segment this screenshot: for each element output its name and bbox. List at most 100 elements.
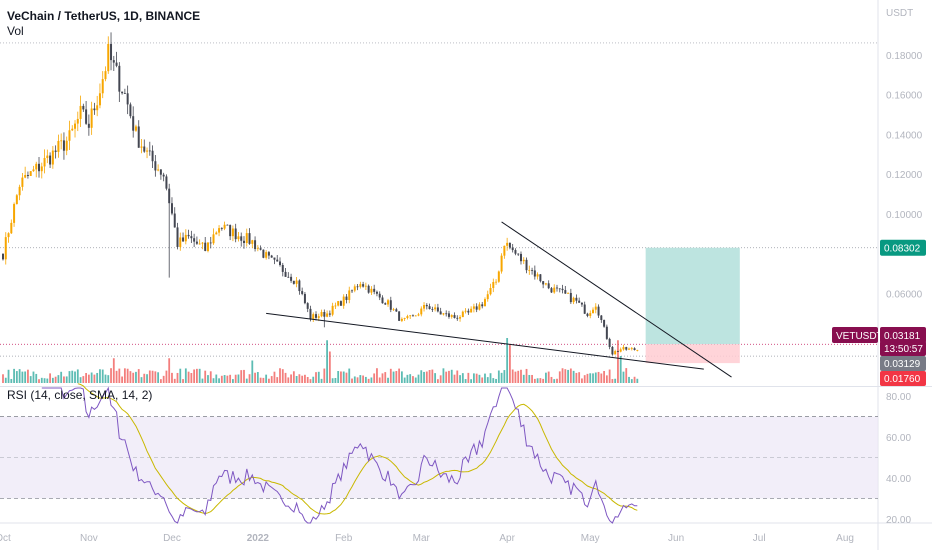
volume-bar xyxy=(76,369,79,383)
volume-bar xyxy=(353,376,356,383)
volume-bar xyxy=(622,371,625,383)
volume-bar xyxy=(420,370,423,383)
candle xyxy=(367,285,370,293)
candle xyxy=(323,312,326,317)
candle xyxy=(220,228,223,229)
candle xyxy=(151,150,154,162)
candle xyxy=(101,79,104,94)
candle xyxy=(611,346,614,355)
volume-bar xyxy=(550,376,553,383)
candle xyxy=(362,284,365,287)
volume-bar xyxy=(467,372,470,383)
time-axis[interactable]: Oct Nov Dec 2022 Feb Mar Apr May Jun Jul Aug xyxy=(0,533,854,544)
candle xyxy=(470,308,473,313)
candle xyxy=(436,307,439,312)
volume-bar xyxy=(594,372,597,383)
volume-bar xyxy=(218,378,220,383)
candle xyxy=(62,140,65,151)
volume-bar xyxy=(46,378,49,383)
volume-bar xyxy=(431,369,434,383)
candle xyxy=(503,245,506,256)
currency-label: USDT xyxy=(886,8,913,19)
candle xyxy=(572,297,575,303)
candle xyxy=(126,93,129,105)
candle xyxy=(592,309,595,314)
volume-bar xyxy=(522,374,525,383)
candle xyxy=(542,281,545,285)
long-position-tool[interactable] xyxy=(645,247,740,364)
rsi-tick-label: 80.00 xyxy=(886,392,911,403)
volume-bar xyxy=(162,375,165,383)
candle xyxy=(245,233,248,244)
volume-bar xyxy=(201,378,204,383)
candle xyxy=(170,203,173,214)
volume-bar xyxy=(245,378,248,383)
volume-bar xyxy=(528,374,531,383)
candle xyxy=(242,240,245,244)
candle xyxy=(334,305,337,307)
candle xyxy=(10,222,13,234)
candle xyxy=(143,146,146,152)
lower-trendline xyxy=(266,312,704,370)
volume-bar xyxy=(193,369,196,383)
volume-bar xyxy=(328,351,331,383)
volume-bar xyxy=(104,374,107,383)
price-axis[interactable]: 0.18000 0.16000 0.14000 0.12000 0.10000 0.060… xyxy=(886,51,923,340)
volume-bar xyxy=(121,376,124,383)
candle xyxy=(392,309,395,311)
volume-bar xyxy=(21,371,24,383)
candle xyxy=(506,242,509,246)
volume-bar xyxy=(168,358,171,383)
volume-bar xyxy=(198,368,201,383)
volume-bar xyxy=(173,378,176,383)
time-tick-label: Oct xyxy=(0,533,11,544)
candle xyxy=(96,105,99,111)
volume-bar xyxy=(525,368,528,383)
volume-bar xyxy=(603,370,605,383)
rsi-line xyxy=(41,386,638,524)
candle xyxy=(461,311,464,318)
volume-bar xyxy=(600,373,603,383)
volume-bar xyxy=(126,368,129,383)
time-tick-label: Apr xyxy=(499,533,515,544)
volume-bar xyxy=(254,372,256,383)
candle xyxy=(231,228,234,237)
candle xyxy=(76,118,79,124)
volume-bar xyxy=(473,373,475,383)
price-tick-label: 0.12000 xyxy=(886,170,923,181)
rsi-axis[interactable]: 80.00 60.00 40.00 20.00 xyxy=(886,392,911,526)
volume-bar xyxy=(90,372,93,383)
volume-bar xyxy=(511,369,514,383)
candle xyxy=(381,297,384,304)
candle xyxy=(580,302,583,305)
trendlines[interactable] xyxy=(266,221,732,378)
volume-bar xyxy=(592,373,594,383)
volume-bar xyxy=(115,370,118,383)
candle xyxy=(240,236,243,241)
volume-bar xyxy=(453,374,456,383)
candle xyxy=(467,310,470,313)
volume-bar xyxy=(531,374,533,383)
volume-bar xyxy=(315,372,317,383)
candle xyxy=(24,174,27,178)
candle xyxy=(481,304,484,307)
candle xyxy=(26,174,29,176)
candle xyxy=(104,71,107,80)
candle xyxy=(622,347,625,350)
candle xyxy=(107,43,110,72)
volume-bar xyxy=(151,370,154,383)
candle xyxy=(121,91,124,94)
volume-bar xyxy=(99,369,101,383)
volume-bar xyxy=(223,375,226,383)
candle xyxy=(157,169,160,171)
candle xyxy=(290,276,293,281)
volume-bar xyxy=(71,370,74,383)
time-tick-label: Feb xyxy=(335,533,353,544)
candle xyxy=(434,307,437,310)
volume-bar xyxy=(220,375,223,383)
volume-bar xyxy=(547,371,550,383)
candle xyxy=(168,188,171,204)
candle xyxy=(428,306,431,310)
volume-bar xyxy=(15,371,18,383)
